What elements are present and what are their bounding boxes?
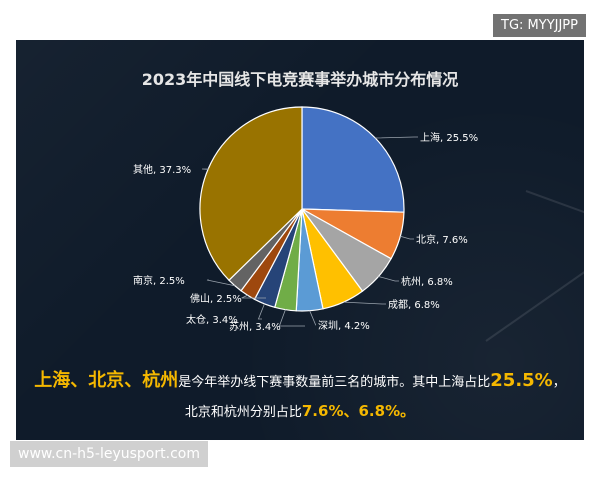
beijing-share: 7.6%	[301, 402, 344, 420]
shanghai-share: 25.5%	[490, 370, 553, 391]
summary-punct: 。	[400, 402, 416, 420]
leader-line	[400, 235, 414, 240]
leader-line	[241, 294, 266, 299]
summary-line-2: 北京和杭州分别占比7.6%、6.8%。	[16, 400, 584, 421]
site-watermark: www.cn-h5-leyusport.com	[10, 441, 208, 467]
summary-text: 北京和杭州分别占比	[184, 405, 302, 420]
pie-slice	[301, 106, 405, 213]
summary-text: 是今年举办线下赛事数量前三名的城市。其中上海占比	[178, 375, 491, 390]
leader-line	[309, 310, 317, 326]
leader-line	[206, 279, 235, 287]
slice-label: 成都, 6.8%	[388, 299, 440, 311]
summary-punct: ，	[552, 375, 566, 390]
slice-label: 苏州, 3.4%	[229, 320, 281, 333]
city-name: 杭州	[142, 370, 179, 391]
chart-title: 2023年中国线下电竞赛事举办城市分布情况	[141, 70, 459, 89]
slice-label: 南京, 2.5%	[133, 274, 185, 287]
tg-watermark: TG: MYYJJPP	[493, 14, 586, 37]
leader-line	[257, 303, 265, 320]
city-name: 上海	[34, 370, 71, 391]
slice-label: 佛山, 2.5%	[190, 292, 242, 305]
city-name: 北京	[88, 370, 125, 391]
leader-line	[375, 136, 418, 139]
chart-panel: 2023年中国线下电竞赛事举办城市分布情况 上海, 25.5% 北京, 7.6% 杭…	[16, 40, 584, 440]
slice-label: 其他, 37.3%	[133, 163, 191, 176]
slice-label: 北京, 7.6%	[416, 233, 468, 246]
city-separator: 、	[70, 370, 89, 391]
leader-line	[278, 309, 305, 327]
slice-label: 杭州, 6.8%	[401, 275, 453, 288]
pie-slice	[199, 106, 303, 282]
summary-separator: 、	[343, 402, 359, 420]
leader-line	[378, 276, 399, 282]
top-cities: 上海、北京、杭州	[34, 370, 178, 391]
summary-line-1: 上海、北京、杭州是今年举办线下赛事数量前三名的城市。其中上海占比25.5%，	[16, 366, 584, 392]
leader-line	[343, 301, 386, 305]
city-separator: 、	[124, 370, 143, 391]
slice-label: 太仓, 3.4%	[186, 313, 238, 326]
pie-chart: 上海, 25.5% 北京, 7.6% 杭州, 6.8% 成都, 6.8% 深圳, 4.2…	[133, 106, 478, 333]
slice-label: 上海, 25.5%	[420, 131, 478, 144]
hangzhou-share: 6.8%	[358, 402, 401, 420]
slice-label: 深圳, 4.2%	[318, 320, 370, 332]
